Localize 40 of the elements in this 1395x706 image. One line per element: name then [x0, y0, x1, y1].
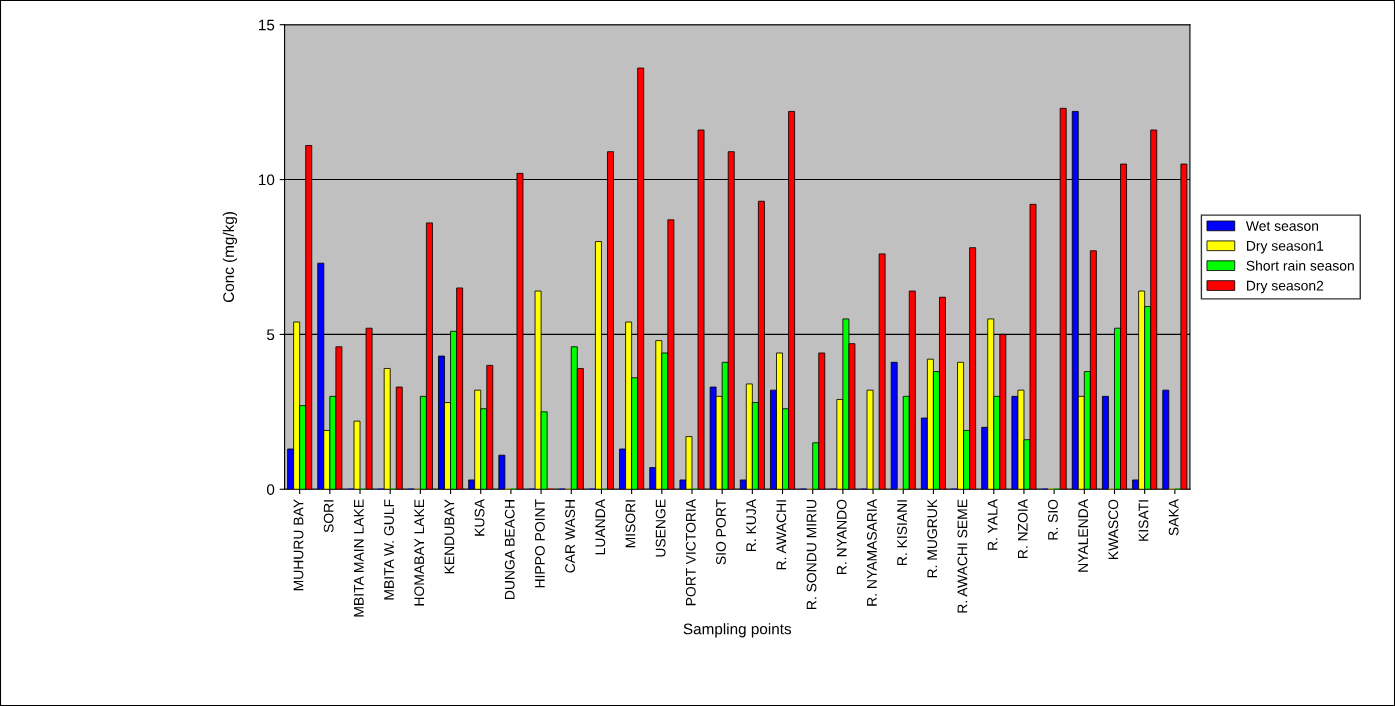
x-tick-label: HIPPO POINT: [534, 499, 545, 588]
x-tick-label: SIO PORT: [716, 499, 726, 565]
x-tick-label: USENGE: [655, 499, 666, 557]
x-tick-label: R. YALA: [987, 499, 998, 550]
x-tick-label: R. KUJA: [746, 499, 757, 552]
x-tick-label: R. AWACHI: [776, 500, 787, 570]
x-tick-label: NYALENDA: [1078, 499, 1088, 572]
x-tick-label: DUNGA BEACH: [504, 500, 515, 599]
x-tick-label: R. SIO: [1048, 499, 1058, 540]
y-axis-title: Conc (mg/kg): [222, 212, 238, 303]
x-tick-label: PORT VICTORIA: [685, 499, 696, 606]
x-tick-label: R. NZOIA: [1017, 499, 1028, 559]
y-tick-label: 0: [266, 484, 275, 495]
y-tick-label: 10: [259, 174, 275, 186]
legend-label: Dry season1: [1246, 241, 1324, 254]
x-tick-label: LUANDA: [595, 499, 606, 555]
x-tick-label: MUHURU BAY: [293, 499, 304, 591]
x-tick-label: MBITA MAIN LAKE: [354, 499, 364, 617]
legend-label: Dry season2: [1246, 280, 1324, 294]
x-tick-label: SORI: [323, 500, 334, 533]
x-tick-label: R. SONDU MIRIU: [806, 500, 817, 609]
x-tick-label: R. MUGRUK: [927, 499, 938, 578]
x-tick-label: MISORI: [625, 500, 636, 548]
y-tick-label: 5: [266, 329, 275, 341]
x-tick-label: R. KISIANI: [897, 500, 907, 565]
x-tick-label: KENDUBAY: [444, 499, 455, 574]
x-tick-label: KWASCO: [1108, 499, 1119, 560]
x-tick-label: R. NYANDO: [836, 499, 847, 574]
x-tick-label: CAR WASH: [565, 500, 575, 573]
x-tick-label: SAKA: [1168, 499, 1179, 536]
x-tick-label: KUSA: [474, 499, 485, 536]
x-tick-label: KISATI: [1138, 500, 1149, 541]
x-tick-label: MBITA W. GULF: [384, 499, 394, 600]
x-tick-label: HOMABAY LAKE: [414, 499, 425, 606]
legend-label: Short rain season: [1246, 260, 1354, 271]
y-tick-label: 15: [259, 19, 275, 31]
legend-label: Wet season: [1245, 221, 1319, 231]
x-tick-label: R. NYAMASARIA: [866, 499, 877, 606]
x-axis-title: Sampling points: [683, 623, 792, 638]
x-tick-label: R. AWACHI SEME: [957, 499, 968, 613]
